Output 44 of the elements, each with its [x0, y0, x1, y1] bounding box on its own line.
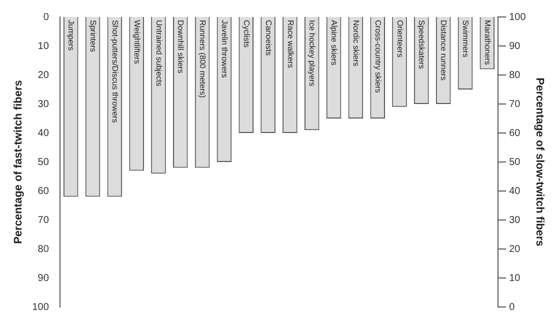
- y2-tick-label: 30: [509, 214, 521, 226]
- x-tick-label: Sprinters: [88, 20, 98, 52]
- y-tick-label: 80: [38, 244, 50, 255]
- x-tick-label: Weightlifters: [132, 20, 142, 64]
- x-tick-label: Marathoners: [482, 20, 492, 65]
- x-tick-label: Cyclists: [242, 20, 251, 48]
- x-tick-label: Race walkers: [286, 20, 295, 68]
- y-tick-label: 20: [38, 70, 50, 81]
- x-tick-label: Untrained subjects: [154, 20, 164, 86]
- y-tick-label: 60: [38, 186, 50, 197]
- y2-tick-label: 0: [509, 302, 516, 313]
- y2-axis-title: Percentage of slow-twitch fibers: [533, 78, 546, 246]
- x-tick-label: Jumpers: [66, 20, 76, 51]
- x-tick-label: Cross-country skiers: [373, 20, 382, 93]
- y-tick-label: 70: [38, 214, 50, 226]
- y-tick-label: 90: [38, 272, 50, 284]
- x-tick-label: Speedskaters: [417, 20, 426, 69]
- x-tick-label: Orienteers: [395, 20, 404, 58]
- y2-tick-label: 10: [509, 272, 521, 284]
- y2-tick-label: 100: [509, 12, 526, 23]
- y2-tick-label: 90: [509, 40, 521, 52]
- x-tick-label: Alpine skiers: [330, 20, 339, 66]
- y-tick-label: 10: [38, 40, 50, 52]
- x-tick-label: Shot-putters/Discus throwers: [110, 20, 120, 123]
- x-tick-label: Javelin throwers: [220, 20, 230, 78]
- x-tick-label: Runners (800 meters): [198, 20, 208, 98]
- x-tick-label: Downhill skiers: [176, 20, 186, 74]
- x-tick-label: Ice hockey players: [308, 20, 317, 86]
- y-tick-label: 40: [38, 128, 50, 139]
- y-tick-label: 0: [43, 12, 50, 23]
- y-tick-label: 50: [38, 156, 50, 168]
- x-tick-label: Distance runners: [439, 20, 448, 80]
- x-tick-label: Swimmers: [461, 20, 470, 58]
- y-tick-label: 30: [38, 98, 50, 110]
- y-tick-label: 100: [32, 302, 50, 313]
- y2-tick-label: 40: [509, 186, 521, 197]
- y2-tick-label: 50: [509, 156, 521, 168]
- x-tick-label: Canoeists: [264, 20, 273, 56]
- y-axis-title: Percentage of fast-twitch fibers: [12, 80, 25, 244]
- y2-tick-label: 70: [509, 98, 521, 110]
- y2-tick-label: 20: [509, 244, 521, 255]
- y2-tick-label: 60: [509, 128, 521, 139]
- x-tick-label: Nordic skiers: [351, 20, 360, 66]
- y2-tick-label: 80: [509, 70, 521, 81]
